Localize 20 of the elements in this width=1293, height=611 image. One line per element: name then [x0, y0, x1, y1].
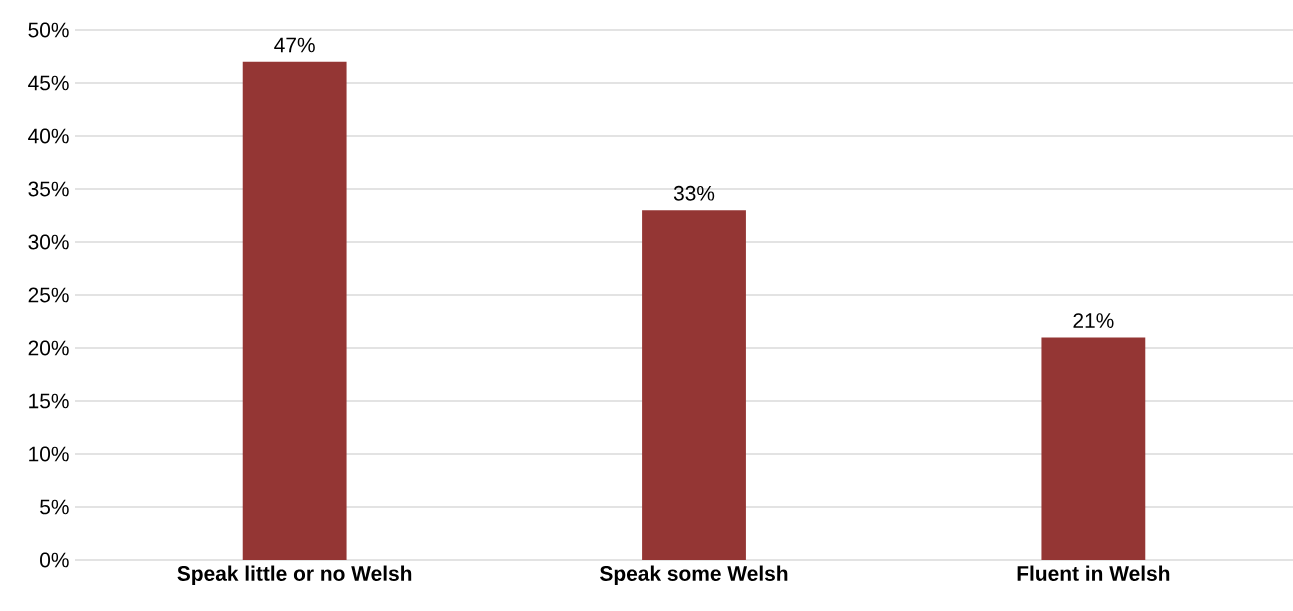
- y-tick-label: 45%: [28, 75, 69, 91]
- x-tick-label: Fluent in Welsh: [1017, 565, 1170, 581]
- bar: [242, 61, 347, 560]
- y-tick-label: 10%: [29, 446, 69, 462]
- y-tick-label: 50%: [28, 22, 69, 38]
- bar: [642, 210, 746, 560]
- y-tick-label: 30%: [28, 234, 69, 250]
- y-tick-label: 5%: [40, 499, 69, 515]
- bar: [1041, 337, 1146, 560]
- y-tick-label: 40%: [28, 128, 69, 144]
- data-label: 47%: [274, 37, 315, 53]
- y-tick-label: 20%: [28, 340, 69, 356]
- y-tick-label: 15%: [29, 393, 69, 409]
- data-label: 33%: [673, 185, 715, 201]
- data-label: 21%: [1073, 313, 1114, 328]
- x-tick-label: Speak some Welsh: [600, 565, 788, 586]
- y-tick-label: 35%: [28, 181, 69, 197]
- y-tick-label: 25%: [28, 287, 69, 303]
- y-tick-label: 0%: [40, 552, 69, 568]
- x-tick-label: Speak little or no Welsh: [177, 565, 412, 586]
